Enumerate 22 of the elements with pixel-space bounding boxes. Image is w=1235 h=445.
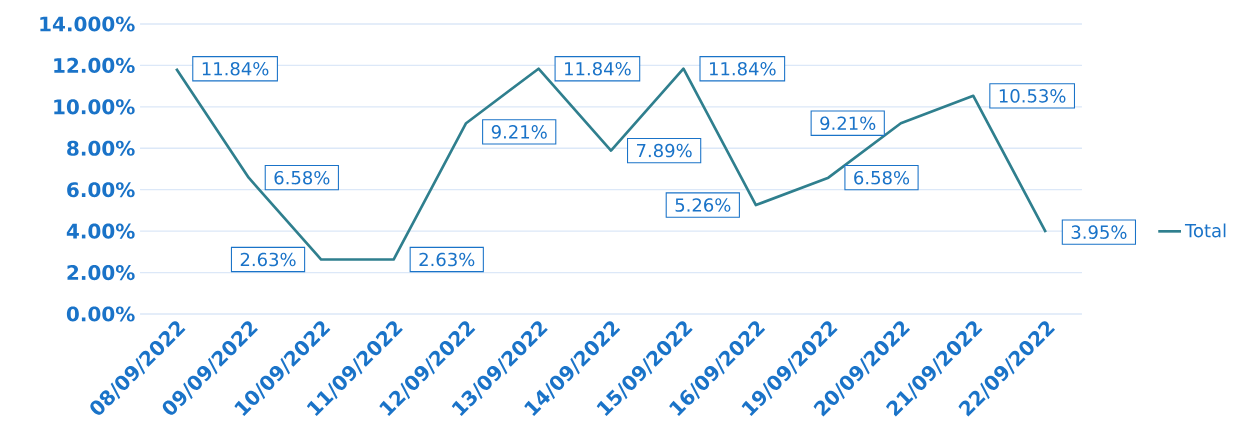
data-label: 9.21% [491, 125, 547, 139]
data-label: 2.63% [240, 252, 296, 267]
data-label: 2.63% [419, 252, 475, 267]
y-tick-label: 6.00% [67, 182, 135, 198]
data-label: 6.58% [274, 170, 330, 185]
y-tick-label: 2.00% [67, 264, 135, 281]
data-label: 10.53% [999, 89, 1066, 103]
data-label: 9.21% [820, 116, 876, 131]
data-label: 11.84% [565, 61, 631, 76]
y-tick-label: 14.000% [40, 16, 135, 32]
data-label: 11.84% [709, 61, 776, 76]
y-tick-label: 10.00% [54, 99, 135, 115]
data-label: 7.89% [637, 143, 692, 158]
legend-label: Total [1184, 223, 1226, 238]
data-label: 3.95% [1071, 225, 1127, 239]
data-label: 5.26% [675, 198, 731, 212]
data-label: 6.58% [854, 170, 910, 185]
y-tick-label: 4.00% [66, 223, 135, 239]
y-tick-label: 0.00% [66, 306, 135, 322]
y-tick-label: 12.00% [54, 57, 135, 73]
data-label: 11.84% [202, 61, 269, 76]
y-tick-label: 8.00% [67, 140, 135, 156]
